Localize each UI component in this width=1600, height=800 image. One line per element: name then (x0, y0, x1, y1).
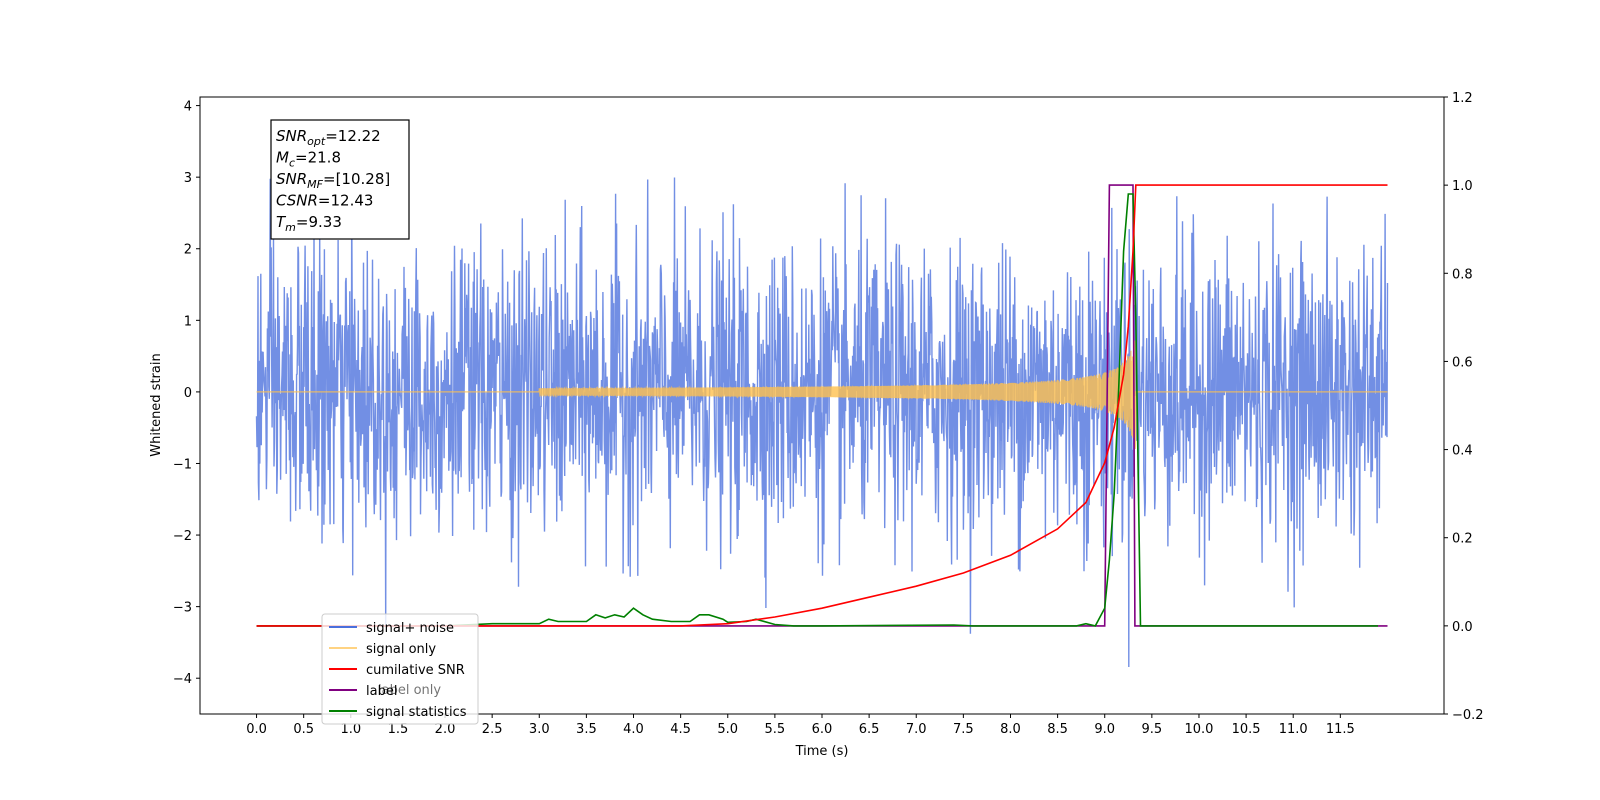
annotation-frame (270, 119, 410, 240)
y-tick-label: −1 (173, 457, 192, 472)
x-tick-label: 0.0 (246, 722, 267, 737)
x-axis: 0.0 0.5 1.0 1.5 2.0 2.5 3.0 3.5 4.0 4.5 5.0 5.5 6.0 6… (246, 714, 1355, 737)
y-tick-label: 4 (184, 100, 192, 115)
x-tick-label: 4.0 (623, 722, 644, 737)
legend-frame (321, 613, 479, 725)
legend-label: signal only (366, 642, 436, 657)
x-tick-label: 9.5 (1142, 722, 1163, 737)
x-tick-label: 1.0 (340, 722, 361, 737)
series-cumulative-snr (256, 184, 1388, 627)
stats-annotation-box: SNRopt=12.22Mc=21.8SNRMF=[10.28]CSNR=12.… (270, 119, 410, 240)
x-tick-label: 6.0 (812, 722, 833, 737)
annotation-line: CSNR=12.43 (276, 192, 373, 210)
y-tick-label: −4 (173, 672, 192, 687)
x-tick-label: 5.5 (765, 722, 786, 737)
y-axis-right: −0.2 0.0 0.2 0.4 0.6 0.8 1.0 1.2 (1444, 91, 1484, 723)
x-tick-label: 6.5 (859, 722, 880, 737)
y2-tick-label: 0.4 (1452, 444, 1473, 459)
x-tick-label: 4.5 (670, 722, 691, 737)
annotation-line: SNRopt=12.22 (276, 127, 381, 148)
x-tick-label: 11.0 (1279, 722, 1308, 737)
x-tick-label: 10.5 (1232, 722, 1261, 737)
y2-tick-label: −0.2 (1452, 708, 1484, 723)
x-tick-label: 3.0 (529, 722, 550, 737)
x-tick-label: 0.5 (293, 722, 314, 737)
y2-tick-label: 0.8 (1452, 267, 1473, 282)
x-tick-label: 7.5 (953, 722, 974, 737)
legend: label only signal+ noise signal only cumila… (321, 613, 479, 725)
y2-tick-label: 0.0 (1452, 620, 1473, 635)
x-tick-label: 8.0 (1000, 722, 1021, 737)
series-signal-only (256, 340, 1388, 449)
y-tick-label: 3 (184, 171, 192, 186)
y2-tick-label: 1.0 (1452, 179, 1473, 194)
x-tick-label: 10.0 (1184, 722, 1213, 737)
y2-tick-label: 0.6 (1452, 355, 1473, 370)
x-tick-label: 5.0 (717, 722, 738, 737)
y-tick-label: 2 (184, 243, 192, 258)
y-axis-label: Whitened strain (149, 353, 164, 456)
legend-label: signal+ noise (366, 621, 454, 636)
y2-tick-label: 1.2 (1452, 91, 1473, 106)
legend-label: label (366, 684, 397, 699)
y-tick-label: 0 (184, 386, 192, 401)
x-tick-label: 11.5 (1326, 722, 1355, 737)
x-tick-label: 3.5 (576, 722, 597, 737)
legend-occluded-text: label only (378, 683, 441, 698)
legend-label: signal statistics (366, 705, 467, 720)
series-signal-noise (255, 177, 1389, 668)
annotation-line: Mc=21.8 (276, 149, 341, 170)
y-axis-left: −4 −3 −2 −1 0 1 2 3 4 (173, 100, 200, 687)
annotation-line: Tm=9.33 (276, 213, 342, 234)
x-axis-label: Time (s) (795, 744, 849, 759)
plot-area (255, 177, 1389, 668)
y2-tick-label: 0.2 (1452, 532, 1473, 547)
legend-label: cumilative SNR (366, 663, 465, 678)
y-tick-label: 1 (184, 314, 192, 329)
y-tick-label: −2 (173, 529, 192, 544)
x-tick-label: 9.0 (1094, 722, 1115, 737)
x-tick-label: 1.5 (388, 722, 409, 737)
y-tick-label: −3 (173, 601, 192, 616)
annotation-line: SNRMF=[10.28] (276, 170, 390, 191)
x-tick-label: 2.5 (482, 722, 503, 737)
x-tick-label: 2.0 (435, 722, 456, 737)
x-tick-label: 7.0 (906, 722, 927, 737)
x-tick-label: 8.5 (1047, 722, 1068, 737)
